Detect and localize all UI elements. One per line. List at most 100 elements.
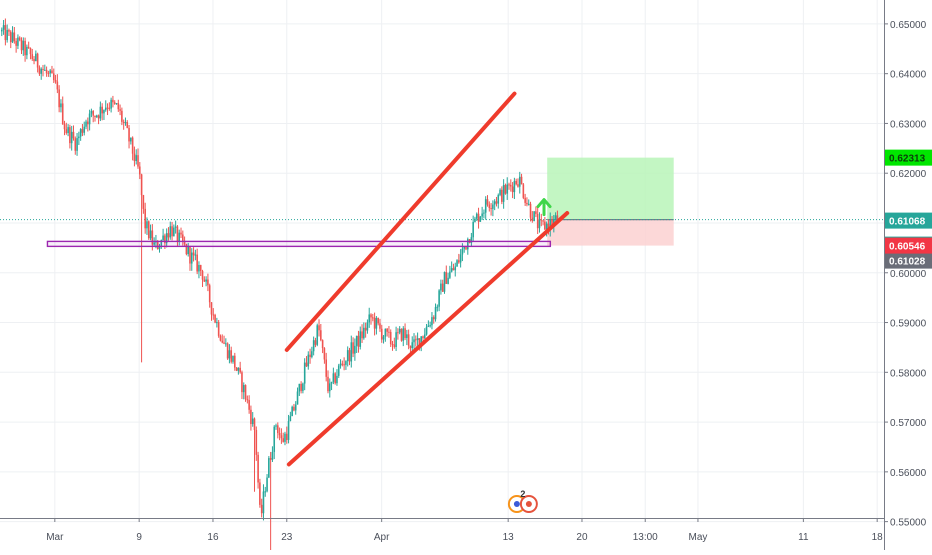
candle[interactable] [18, 36, 21, 42]
candle[interactable] [425, 323, 428, 336]
candle[interactable] [88, 109, 91, 131]
candle[interactable] [56, 74, 59, 94]
candle[interactable] [305, 356, 308, 367]
candle[interactable] [486, 195, 489, 207]
candle[interactable] [345, 360, 347, 370]
candle[interactable] [264, 486, 267, 497]
candle[interactable] [529, 201, 532, 222]
candle[interactable] [130, 137, 132, 145]
candle[interactable] [189, 245, 191, 271]
candle[interactable] [459, 249, 462, 268]
candle[interactable] [0, 27, 3, 37]
candle[interactable] [70, 125, 73, 151]
candle[interactable] [226, 342, 229, 360]
candle[interactable] [379, 318, 381, 332]
candle[interactable] [248, 395, 250, 414]
candle[interactable] [92, 110, 94, 123]
candle[interactable] [465, 246, 467, 251]
candle[interactable] [113, 100, 116, 105]
candle[interactable] [17, 34, 19, 50]
candle[interactable] [121, 107, 123, 126]
candle[interactable] [146, 217, 148, 235]
candle[interactable] [531, 211, 534, 223]
candle[interactable] [214, 313, 216, 324]
candle[interactable] [273, 425, 276, 460]
candle[interactable] [235, 367, 238, 372]
candle[interactable] [192, 247, 195, 262]
candle[interactable] [38, 65, 41, 76]
candle[interactable] [544, 217, 546, 231]
candle[interactable] [97, 114, 100, 125]
candle[interactable] [348, 347, 351, 366]
candle[interactable] [182, 230, 184, 246]
candle[interactable] [221, 334, 224, 344]
candle[interactable] [95, 114, 98, 119]
candle[interactable] [144, 202, 146, 234]
candle[interactable] [294, 401, 297, 415]
candle[interactable] [372, 313, 374, 322]
candle[interactable] [45, 66, 48, 77]
candle[interactable] [4, 18, 7, 46]
candle[interactable] [293, 403, 295, 412]
candle[interactable] [402, 326, 405, 347]
candle[interactable] [83, 121, 86, 136]
candle[interactable] [94, 115, 96, 122]
candle[interactable] [502, 179, 505, 209]
candle[interactable] [323, 347, 326, 364]
candle[interactable] [187, 242, 189, 257]
candle[interactable] [99, 101, 102, 122]
candle[interactable] [33, 56, 35, 65]
candle[interactable] [210, 302, 213, 321]
candle[interactable] [106, 103, 109, 116]
candle[interactable] [289, 411, 292, 422]
candle[interactable] [314, 337, 317, 348]
candle[interactable] [400, 328, 403, 342]
candle[interactable] [126, 120, 129, 129]
candle[interactable] [440, 279, 442, 295]
candle[interactable] [223, 335, 225, 345]
candle[interactable] [110, 97, 112, 113]
candle[interactable] [377, 317, 379, 326]
candle[interactable] [449, 265, 451, 280]
candle[interactable] [108, 102, 111, 111]
candle[interactable] [357, 330, 360, 353]
up-arrow-icon[interactable] [536, 198, 552, 217]
candle[interactable] [354, 338, 356, 361]
candle[interactable] [198, 261, 200, 279]
candle[interactable] [49, 68, 51, 78]
candle[interactable] [309, 348, 311, 364]
candle[interactable] [332, 367, 335, 385]
candle[interactable] [242, 382, 245, 400]
candle[interactable] [398, 326, 401, 335]
candle[interactable] [483, 209, 485, 219]
candle[interactable] [207, 273, 209, 292]
candle[interactable] [72, 125, 75, 141]
candle[interactable] [493, 199, 496, 211]
candle[interactable] [9, 30, 12, 49]
candle[interactable] [474, 216, 476, 223]
candle[interactable] [508, 182, 510, 190]
candle[interactable] [275, 423, 277, 430]
position-tool[interactable] [547, 157, 674, 246]
candle[interactable] [431, 312, 433, 330]
candle[interactable] [443, 271, 446, 294]
candle[interactable] [554, 212, 557, 221]
candle[interactable] [481, 206, 483, 221]
candle[interactable] [517, 178, 519, 188]
candle[interactable] [208, 283, 211, 308]
candle[interactable] [266, 474, 268, 493]
support-zone-box[interactable] [46, 240, 552, 248]
candle[interactable] [131, 136, 134, 161]
candle[interactable] [178, 229, 181, 246]
candle[interactable] [85, 119, 87, 130]
candle[interactable] [251, 412, 254, 427]
candle[interactable] [438, 289, 440, 312]
candle[interactable] [441, 279, 444, 293]
candle[interactable] [63, 120, 66, 136]
candle[interactable] [429, 321, 431, 328]
candle[interactable] [389, 329, 392, 347]
candle[interactable] [13, 27, 16, 44]
candle[interactable] [194, 249, 197, 261]
candle[interactable] [149, 224, 152, 241]
candle[interactable] [490, 203, 492, 216]
